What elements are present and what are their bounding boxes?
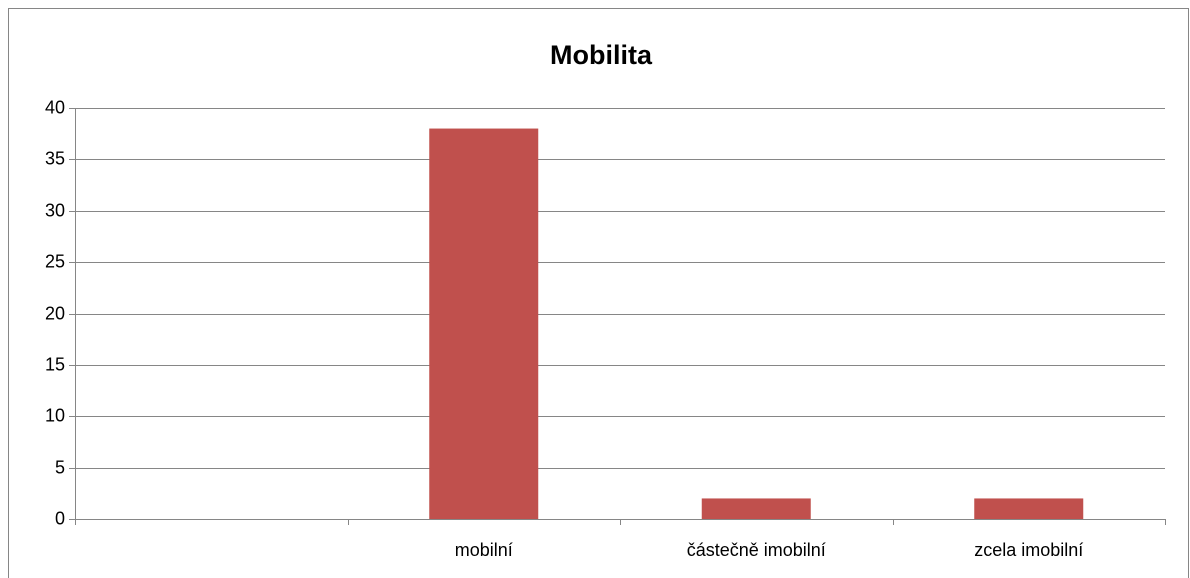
chart-title: Mobilita <box>550 40 653 70</box>
x-tick-label: částečně imobilní <box>687 540 826 560</box>
bar <box>974 498 1084 519</box>
y-tick-label: 40 <box>45 97 65 117</box>
x-tick-label: zcela imobilní <box>974 540 1083 560</box>
chart-frame <box>8 8 1189 578</box>
y-tick-label: 15 <box>45 354 65 374</box>
y-tick-label: 30 <box>45 200 65 220</box>
y-tick-label: 25 <box>45 251 65 271</box>
y-tick-label: 5 <box>55 457 65 477</box>
x-tick-label: mobilní <box>455 540 513 560</box>
y-tick-label: 20 <box>45 303 65 323</box>
y-tick-label: 0 <box>55 508 65 528</box>
bar <box>429 128 539 520</box>
y-tick-label: 35 <box>45 148 65 168</box>
bar <box>701 498 811 519</box>
y-tick-label: 10 <box>45 405 65 425</box>
